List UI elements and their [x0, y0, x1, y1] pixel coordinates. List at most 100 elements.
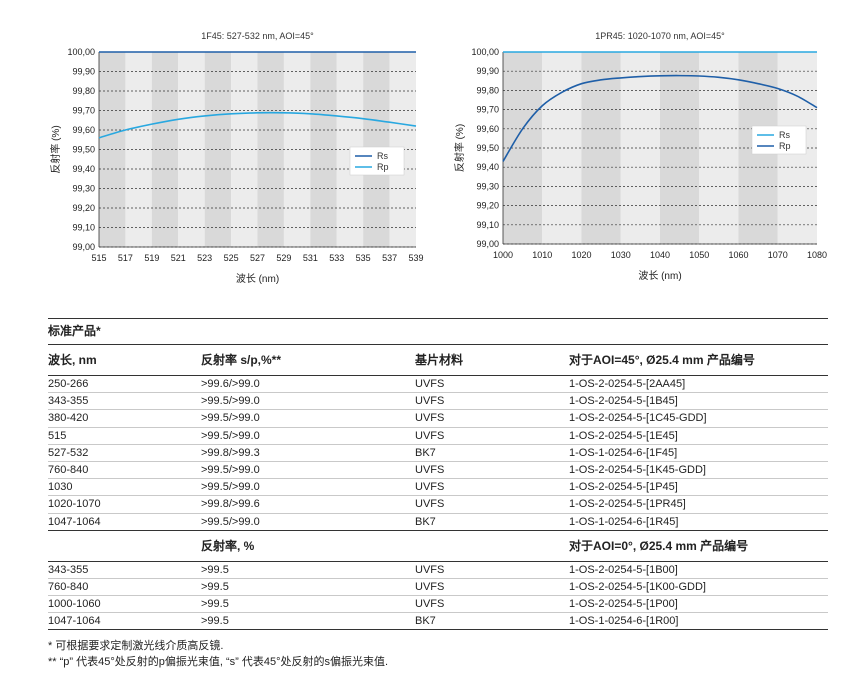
header2-empty	[48, 530, 201, 562]
cell-reflectance: >99.5	[201, 612, 415, 631]
table-row: 343-355 >99.5/>99.0 UVFS 1-OS-2-0254-5-[1B4…	[48, 392, 828, 411]
x-axis-label: 波长 (nm)	[236, 272, 279, 285]
table-row: 1000-1060 >99.5 UVFS 1-OS-2-0254-5-[1P00]	[48, 595, 828, 614]
x-tick-label: 1000	[493, 250, 513, 260]
footnotes: * 可根据要求定制激光线介质高反镜. ** “p” 代表45°处反射的p偏振光束…	[48, 638, 388, 670]
y-axis-label: 反射率 (%)	[453, 124, 466, 172]
table-header-row-2: 反射率, % 对于AOI=0°, Ø25.4 mm 产品编号	[48, 530, 828, 562]
cell-substrate: UVFS	[415, 495, 569, 514]
y-axis-label: 反射率 (%)	[49, 125, 62, 173]
cell-reflectance: >99.5	[201, 578, 415, 597]
chart-title: 1F45: 527-532 nm, AOI=45°	[201, 31, 314, 41]
table-title: 标准产品*	[48, 318, 828, 345]
y-tick-label: 99,00	[476, 239, 499, 249]
cell-substrate: UVFS	[415, 561, 569, 579]
cell-product-code: 1-OS-2-0254-5-[1C45-GDD]	[569, 409, 828, 428]
cell-substrate: UVFS	[415, 375, 569, 394]
x-tick-label: 525	[224, 253, 239, 263]
chart-title: 1PR45: 1020-1070 nm, AOI=45°	[595, 31, 725, 41]
header2-empty-2	[415, 530, 569, 562]
header2-reflectance: 反射率, %	[201, 530, 415, 562]
cell-reflectance: >99.5/>99.0	[201, 392, 415, 411]
y-tick-label: 99,30	[476, 181, 499, 191]
cell-product-code: 1-OS-2-0254-5-[1K00-GDD]	[569, 578, 828, 597]
y-tick-label: 99,10	[72, 223, 95, 233]
chart-1PR45: 99,00 99,10 99,20 99,30 99,40 99,50 99,60 99,70…	[453, 31, 827, 282]
cell-substrate: UVFS	[415, 427, 569, 445]
cell-wavelength: 380-420	[48, 409, 201, 428]
cell-reflectance: >99.5/>99.0	[201, 461, 415, 480]
x-tick-label: 1010	[532, 250, 552, 260]
y-tick-label: 99,00	[72, 242, 95, 252]
footnote-1: * 可根据要求定制激光线介质高反镜.	[48, 640, 224, 652]
header-product-code: 对于AOI=45°, Ø25.4 mm 产品编号	[569, 344, 828, 376]
cell-wavelength: 1020-1070	[48, 495, 201, 514]
table-title-row: 标准产品*	[48, 318, 828, 345]
cell-product-code: 1-OS-2-0254-5-[1P00]	[569, 595, 828, 614]
x-tick-label: 531	[303, 253, 318, 263]
y-tick-label: 99,10	[476, 220, 499, 230]
cell-product-code: 1-OS-2-0254-5-[1B00]	[569, 561, 828, 579]
x-tick-label: 537	[382, 253, 397, 263]
cell-reflectance: >99.6/>99.0	[201, 375, 415, 394]
cell-substrate: BK7	[415, 513, 569, 531]
table-row: 527-532 >99.8/>99.3 BK7 1-OS-1-0254-6-[1F45…	[48, 444, 828, 462]
y-tick-label: 99,60	[72, 125, 95, 135]
header-substrate: 基片材料	[415, 344, 569, 376]
header-reflectance: 反射率 s/p,%**	[201, 344, 415, 376]
x-tick-label: 521	[171, 253, 186, 263]
table-row: 760-840 >99.5/>99.0 UVFS 1-OS-2-0254-5-[1K4…	[48, 461, 828, 480]
cell-product-code: 1-OS-2-0254-5-[1PR45]	[569, 495, 828, 514]
x-tick-label: 1020	[571, 250, 591, 260]
cell-product-code: 1-OS-1-0254-6-[1F45]	[569, 444, 828, 462]
y-tick-label: 99,70	[72, 106, 95, 116]
cell-substrate: BK7	[415, 444, 569, 462]
x-tick-label: 1050	[689, 250, 709, 260]
y-tick-label: 99,80	[72, 86, 95, 96]
table-header-row: 波长, nm 反射率 s/p,%** 基片材料 对于AOI=45°, Ø25.4…	[48, 344, 828, 376]
cell-reflectance: >99.5/>99.0	[201, 513, 415, 531]
legend-box	[349, 146, 405, 176]
x-tick-label: 1040	[650, 250, 670, 260]
x-tick-label: 1060	[728, 250, 748, 260]
cell-product-code: 1-OS-1-0254-6-[1R45]	[569, 513, 828, 531]
legend-label: Rs	[377, 151, 388, 161]
table-row: 1020-1070 >99.8/>99.6 UVFS 1-OS-2-0254-5-[1…	[48, 495, 828, 514]
table-row: 760-840 >99.5 UVFS 1-OS-2-0254-5-[1K00-GDD]	[48, 578, 828, 597]
cell-substrate: UVFS	[415, 392, 569, 411]
cell-wavelength: 343-355	[48, 561, 201, 579]
legend-label: Rs	[779, 130, 790, 140]
cell-substrate: UVFS	[415, 595, 569, 614]
y-tick-label: 99,20	[72, 203, 95, 213]
table-row: 1047-1064 >99.5/>99.0 BK7 1-OS-1-0254-6-[1R…	[48, 513, 828, 531]
table-row: 380-420 >99.5/>99.0 UVFS 1-OS-2-0254-5-[1C4…	[48, 409, 828, 428]
table-row: 250-266 >99.6/>99.0 UVFS 1-OS-2-0254-5-[2AA…	[48, 375, 828, 394]
y-tick-label: 99,60	[476, 124, 499, 134]
x-tick-label: 539	[408, 253, 423, 263]
cell-substrate: UVFS	[415, 409, 569, 428]
x-axis-label: 波长 (nm)	[638, 269, 681, 282]
y-tick-label: 100,00	[67, 47, 95, 57]
table-row: 1030 >99.5/>99.0 UVFS 1-OS-2-0254-5-[1P45]	[48, 478, 828, 497]
cell-product-code: 1-OS-1-0254-6-[1R00]	[569, 612, 828, 631]
legend-label: Rp	[779, 141, 791, 151]
cell-wavelength: 1030	[48, 478, 201, 497]
cell-product-code: 1-OS-2-0254-5-[1B45]	[569, 392, 828, 411]
x-tick-label: 529	[276, 253, 291, 263]
table-body-aoi45: 250-266 >99.6/>99.0 UVFS 1-OS-2-0254-5-[2AA…	[48, 375, 828, 531]
cell-reflectance: >99.8/>99.3	[201, 444, 415, 462]
cell-substrate: UVFS	[415, 478, 569, 497]
y-tick-label: 100,00	[471, 47, 499, 57]
cell-wavelength: 343-355	[48, 392, 201, 411]
header2-product-code: 对于AOI=0°, Ø25.4 mm 产品编号	[569, 530, 828, 562]
cell-reflectance: >99.5/>99.0	[201, 409, 415, 428]
cell-reflectance: >99.8/>99.6	[201, 495, 415, 514]
cell-wavelength: 1000-1060	[48, 595, 201, 614]
y-tick-label: 99,50	[476, 143, 499, 153]
product-table: 标准产品* 波长, nm 反射率 s/p,%** 基片材料 对于AOI=45°,…	[48, 318, 828, 631]
series-line-rp	[502, 74, 818, 162]
x-tick-label: 533	[329, 253, 344, 263]
x-tick-label: 1030	[611, 250, 631, 260]
cell-reflectance: >99.5	[201, 595, 415, 614]
x-tick-label: 535	[356, 253, 371, 263]
